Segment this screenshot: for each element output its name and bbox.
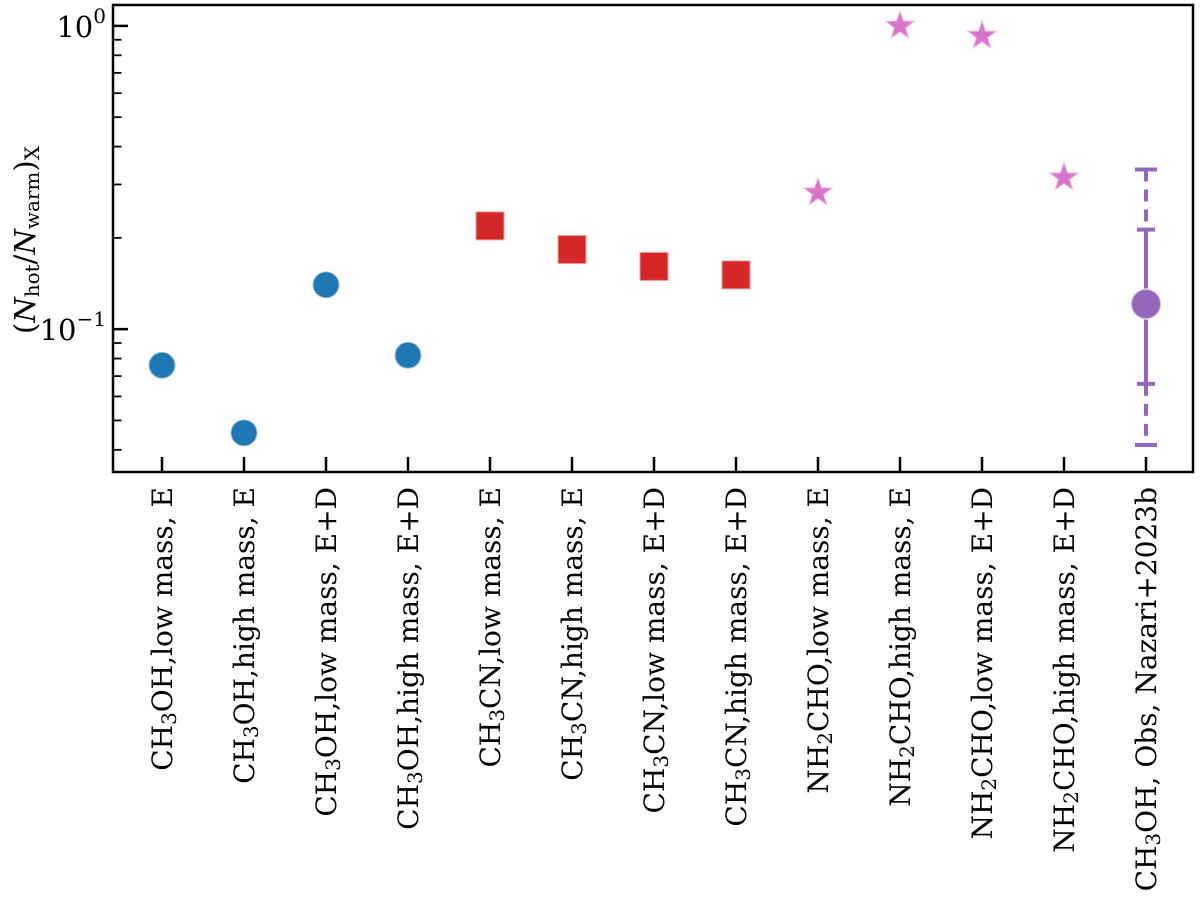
x-tick-label-12: CH3OH, Obs, Nazari+2023b [1130,487,1166,891]
data-point-1-2 [638,250,670,282]
x-tick-label-1: CH3OH,high mass, E [228,487,264,784]
x-tick-label-3: CH3OH,high mass, E+D [392,487,428,830]
x-tick-label-6: CH3CN,low mass, E+D [638,487,674,813]
x-tick-label-4: CH3CN,low mass, E [474,487,510,768]
data-point-2-1 [881,6,919,42]
data-point-0-3 [393,340,423,370]
data-point-0-2 [311,270,341,300]
data-point-3-0 [1130,288,1162,321]
data-point-0-0 [147,350,177,380]
x-tick-label-9: NH2CHO,high mass, E [884,487,920,807]
y-tick-label-0: 100 [56,4,106,44]
x-tick-label-8: NH2CHO,low mass, E [802,487,838,794]
x-tick-label-7: CH3CN,high mass, E+D [720,487,756,827]
x-tick-label-11: NH2CHO,high mass, E+D [1048,487,1084,853]
data-point-0-1 [229,418,259,448]
x-tick-label-5: CH3CN,high mass, E [556,487,592,781]
x-tick-label-10: NH2CHO,low mass, E+D [966,487,1002,840]
y-tick-label-1: 10−1 [40,307,106,347]
data-point-1-1 [556,234,588,266]
data-point-1-0 [474,210,506,242]
data-point-1-3 [720,259,752,291]
y-axis-label: (Nhot/Nwarm)X [8,145,44,334]
data-point-2-3 [1045,158,1083,194]
x-tick-label-0: CH3OH,low mass, E [146,487,182,771]
data-point-2-0 [799,173,837,209]
data-point-2-2 [963,16,1001,52]
x-tick-label-2: CH3OH,low mass, E+D [310,487,346,817]
